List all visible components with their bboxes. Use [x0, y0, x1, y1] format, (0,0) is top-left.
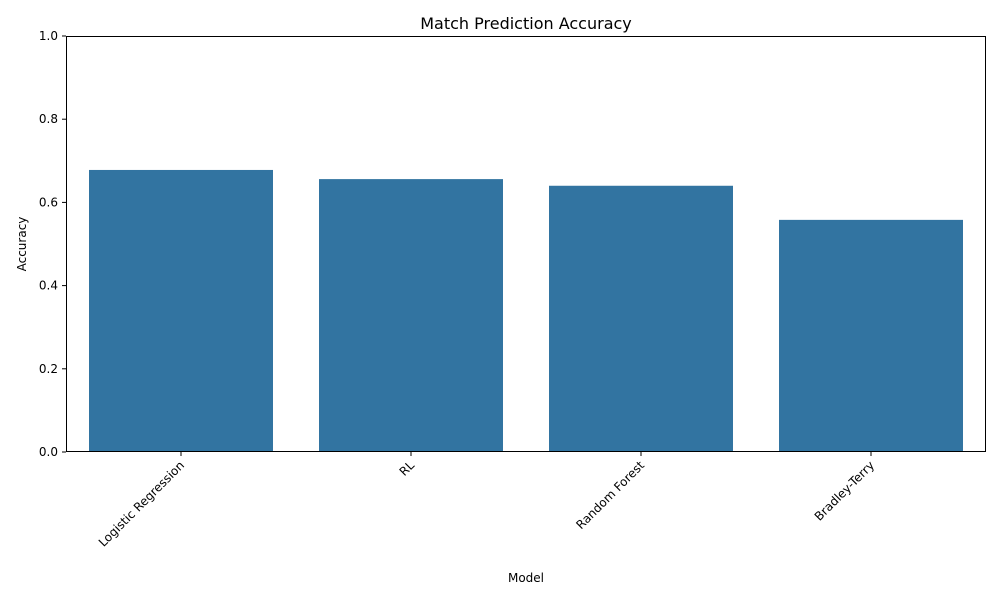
plot-frame	[66, 36, 986, 452]
y-tick-label: 0.8	[39, 112, 58, 126]
bar-logistic-regression	[89, 169, 273, 452]
y-axis-ticks: 0.0 0.2 0.4 0.6 0.8 1.0	[39, 29, 66, 459]
y-tick-label: 0.0	[39, 445, 58, 459]
x-tick-label: Logistic Regression	[96, 458, 187, 549]
bars-layer	[89, 169, 963, 452]
x-tick-label: RL	[397, 458, 418, 479]
x-tick-label: Random Forest	[573, 458, 647, 532]
y-axis-label: Accuracy	[15, 217, 29, 272]
chart-title: Match Prediction Accuracy	[420, 14, 632, 33]
x-axis-ticks: Logistic Regression RL Random Forest Bradle…	[96, 452, 877, 550]
y-tick-label: 1.0	[39, 29, 58, 43]
y-tick-label: 0.2	[39, 362, 58, 376]
bar-random-forest	[549, 185, 733, 452]
y-tick-label: 0.6	[39, 195, 58, 209]
x-tick-label: Bradley-Terry	[812, 458, 877, 523]
bar-rl	[319, 179, 503, 452]
x-axis-label: Model	[508, 571, 544, 585]
bar-bradley-terry	[779, 219, 963, 452]
y-tick-label: 0.4	[39, 279, 58, 293]
